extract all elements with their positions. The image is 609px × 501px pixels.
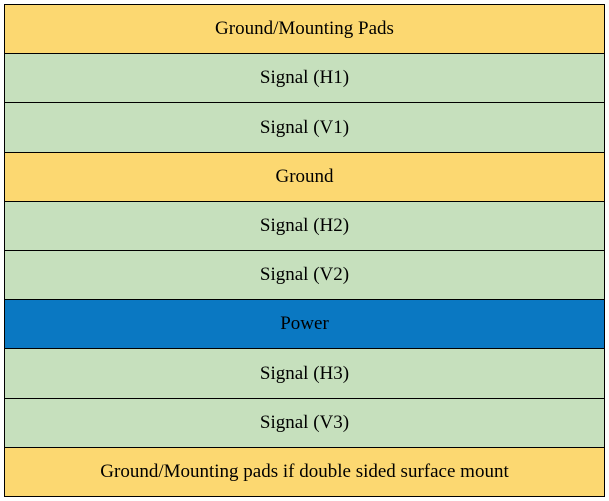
layer-row: Power [5,300,604,349]
layer-row: Signal (V3) [5,399,604,448]
layer-row: Signal (H3) [5,349,604,398]
layer-row: Ground/Mounting pads if double sided sur… [5,448,604,496]
pcb-stackup-diagram: Ground/Mounting Pads Signal (H1) Signal … [0,0,609,501]
layer-row: Signal (V1) [5,103,604,152]
layer-row: Ground [5,153,604,202]
layer-row: Ground/Mounting Pads [5,5,604,54]
layer-stack: Ground/Mounting Pads Signal (H1) Signal … [4,4,605,497]
layer-row: Signal (H1) [5,54,604,103]
layer-row: Signal (V2) [5,251,604,300]
layer-row: Signal (H2) [5,202,604,251]
